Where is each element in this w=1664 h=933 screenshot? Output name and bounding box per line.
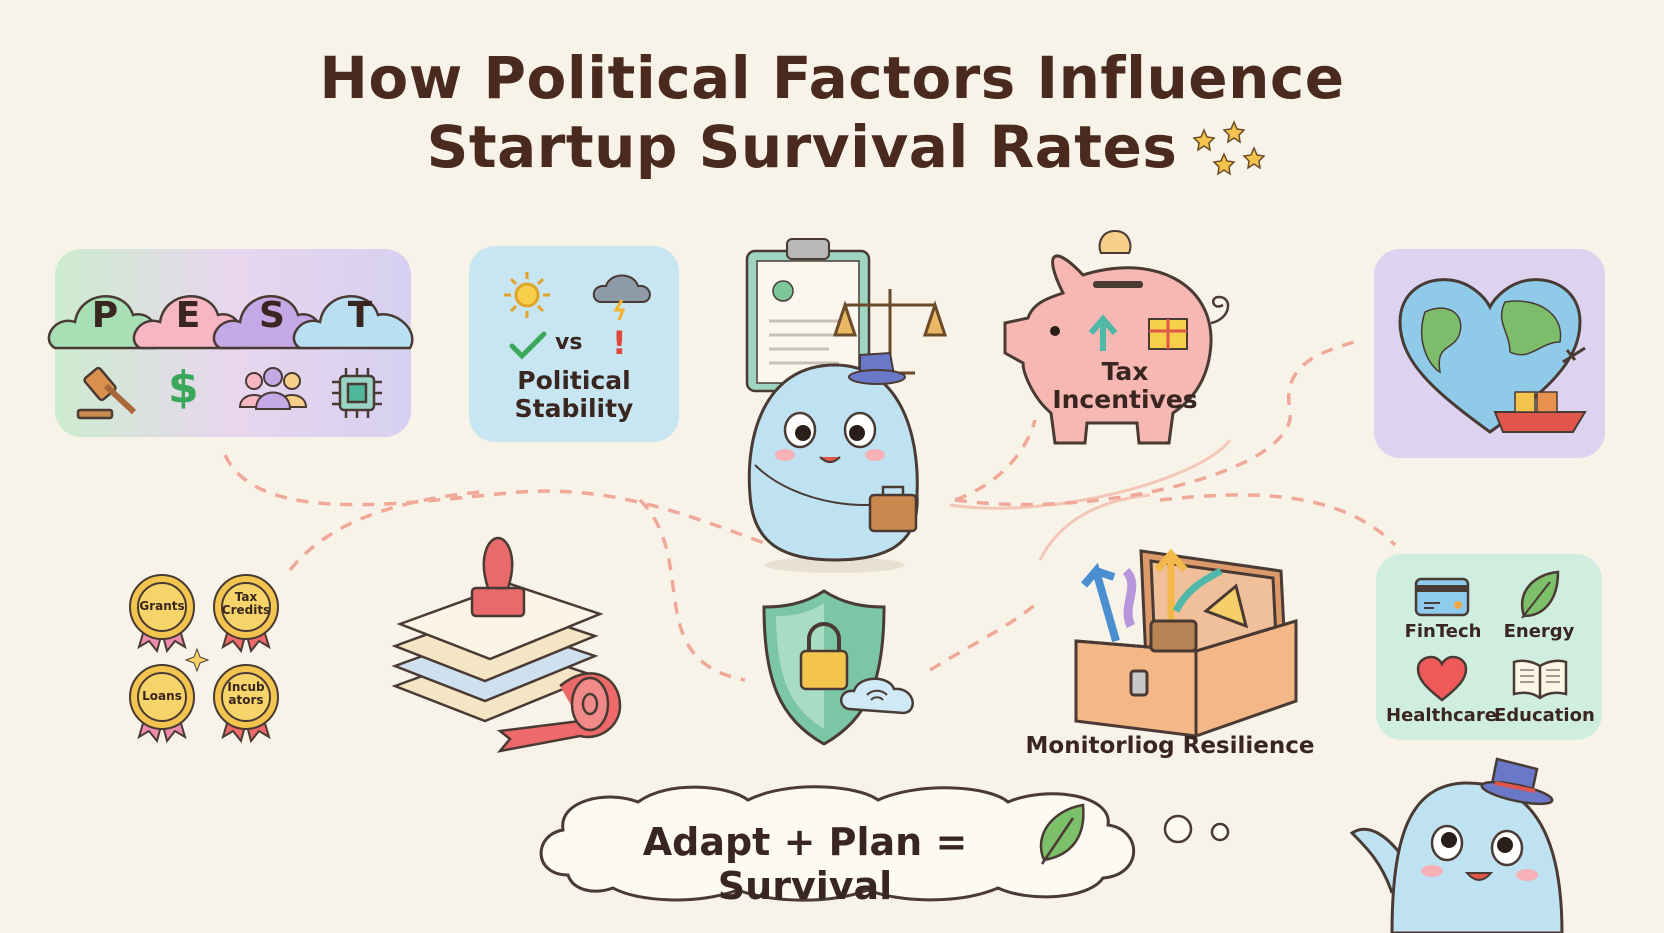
stability-label-line-1: Political (517, 366, 631, 395)
heart-globe-icon (1398, 278, 1587, 434)
checkmark-icon (509, 331, 547, 360)
badge-incubators-line-1: Incub (227, 680, 265, 694)
title-line-2: Startup Survival Rates (426, 113, 1178, 181)
pest-letter-p: P (91, 295, 119, 336)
sector-healthcare: Healthcare (1386, 705, 1497, 726)
title-line-1: How Political Factors Influence (319, 44, 1345, 112)
storm-cloud-icon (592, 274, 651, 321)
political-stability-label: Political Stability (469, 367, 679, 423)
sun-icon (504, 272, 550, 318)
paperwork-stamp-red-tape-icon (391, 536, 622, 753)
leaf-icon (1521, 570, 1560, 619)
cloud-t (292, 295, 414, 350)
mascot-character (747, 351, 919, 573)
political-stability-panel (469, 246, 679, 442)
people-icon (238, 367, 308, 410)
badge-tax-credits-line-1: Tax (234, 590, 258, 604)
heart-icon (1416, 655, 1468, 702)
chip-icon (332, 368, 382, 418)
piggy-bank-icon (1003, 229, 1230, 445)
badge-tax-credits-line-2: Credits (221, 603, 271, 617)
ribbon-badge-icons (129, 574, 279, 744)
tax-incentives-line-1: Tax (1101, 357, 1149, 386)
tax-incentives-line-2: Incentives (1052, 385, 1198, 414)
bubble-text: Adapt + Plan = Survival (642, 820, 968, 908)
exclamation-icon: ! (612, 324, 627, 362)
sector-education: Education (1494, 705, 1595, 726)
badge-tax-credits: Tax Credits (216, 591, 276, 617)
thought-bubble (539, 785, 1230, 902)
badge-loans: Loans (142, 689, 182, 703)
pest-letter-s: S (259, 295, 285, 336)
stability-label-line-2: Stability (514, 394, 634, 423)
sector-fintech: FinTech (1404, 621, 1482, 642)
security-shield-lock-icon (762, 589, 914, 746)
clipboard-icon (745, 238, 871, 393)
pest-letter-e: E (175, 295, 201, 336)
pest-clouds (47, 295, 414, 350)
toolbox-icon (1074, 548, 1298, 738)
badge-incubators-line-2: ators (228, 693, 264, 707)
dollar-icon: $ (168, 362, 199, 413)
monitoring-resilience-label: Monitorliog Resilience (1025, 733, 1315, 759)
vs-label: vs (555, 330, 583, 355)
badge-grants: Grants (139, 599, 185, 613)
credit-card-icon (1414, 577, 1470, 617)
tax-incentives-label: Tax Incentives (1040, 358, 1210, 414)
badge-incubators: Incub ators (216, 681, 276, 707)
sector-energy: Energy (1503, 621, 1575, 642)
book-icon (1512, 659, 1568, 700)
waving-mascot-character (1349, 757, 1564, 933)
gavel-icon (76, 366, 137, 420)
pest-letter-t: T (347, 295, 373, 336)
sparkle-stars-icon (1192, 120, 1266, 176)
sectors-panel (1376, 554, 1602, 740)
